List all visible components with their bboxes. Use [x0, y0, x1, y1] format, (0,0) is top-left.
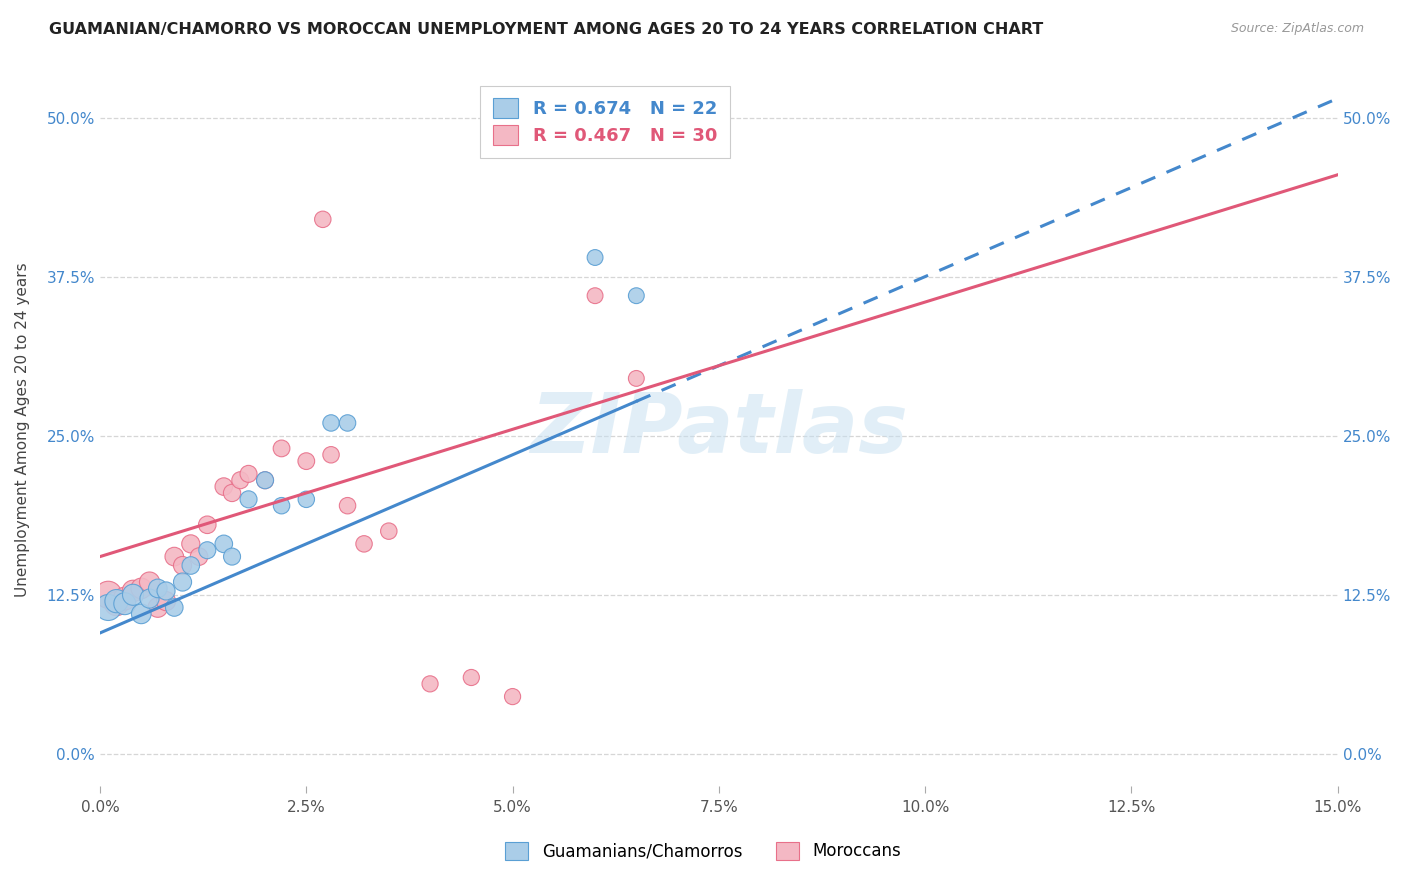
Point: [626, 288, 648, 302]
Point: [180, 558, 202, 573]
Point: [129, 582, 152, 596]
Point: [583, 288, 606, 302]
Point: [583, 251, 606, 265]
Point: [419, 677, 441, 691]
Point: [97, 588, 120, 602]
Point: [238, 467, 260, 481]
Point: [254, 473, 277, 487]
Text: GUAMANIAN/CHAMORRO VS MOROCCAN UNEMPLOYMENT AMONG AGES 20 TO 24 YEARS CORRELATIO: GUAMANIAN/CHAMORRO VS MOROCCAN UNEMPLOYM…: [49, 22, 1043, 37]
Point: [105, 594, 128, 608]
Point: [155, 594, 177, 608]
Point: [122, 584, 145, 599]
Point: [336, 416, 359, 430]
Point: [626, 371, 648, 385]
Point: [254, 473, 277, 487]
Point: [155, 584, 177, 599]
Point: [319, 416, 342, 430]
Point: [138, 591, 160, 606]
Point: [312, 212, 335, 227]
Point: [460, 671, 482, 685]
Point: [172, 558, 194, 573]
Point: [353, 537, 375, 551]
Point: [270, 499, 292, 513]
Point: [238, 492, 260, 507]
Point: [212, 480, 235, 494]
Point: [129, 607, 152, 621]
Point: [336, 499, 359, 513]
Point: [138, 575, 160, 590]
Point: [270, 442, 292, 456]
Point: [163, 549, 186, 564]
Point: [295, 492, 318, 507]
Legend: Guamanians/Chamorros, Moroccans: Guamanians/Chamorros, Moroccans: [495, 831, 911, 871]
Point: [146, 600, 169, 615]
Point: [378, 524, 401, 538]
Legend: R = 0.674   N = 22, R = 0.467   N = 30: R = 0.674 N = 22, R = 0.467 N = 30: [481, 86, 730, 158]
Point: [221, 549, 243, 564]
Point: [319, 448, 342, 462]
Point: [212, 537, 235, 551]
Point: [105, 597, 128, 611]
Point: [172, 575, 194, 590]
Point: [188, 549, 211, 564]
Point: [163, 600, 186, 615]
Point: [229, 473, 252, 487]
Point: [502, 690, 524, 704]
Point: [146, 582, 169, 596]
Point: [221, 486, 243, 500]
Point: [97, 600, 120, 615]
Y-axis label: Unemployment Among Ages 20 to 24 years: Unemployment Among Ages 20 to 24 years: [15, 262, 30, 597]
Point: [114, 597, 136, 611]
Text: ZIPatlas: ZIPatlas: [530, 389, 908, 470]
Point: [122, 588, 145, 602]
Text: Source: ZipAtlas.com: Source: ZipAtlas.com: [1230, 22, 1364, 36]
Point: [195, 543, 218, 558]
Point: [180, 537, 202, 551]
Point: [114, 591, 136, 606]
Point: [295, 454, 318, 468]
Point: [195, 517, 218, 532]
